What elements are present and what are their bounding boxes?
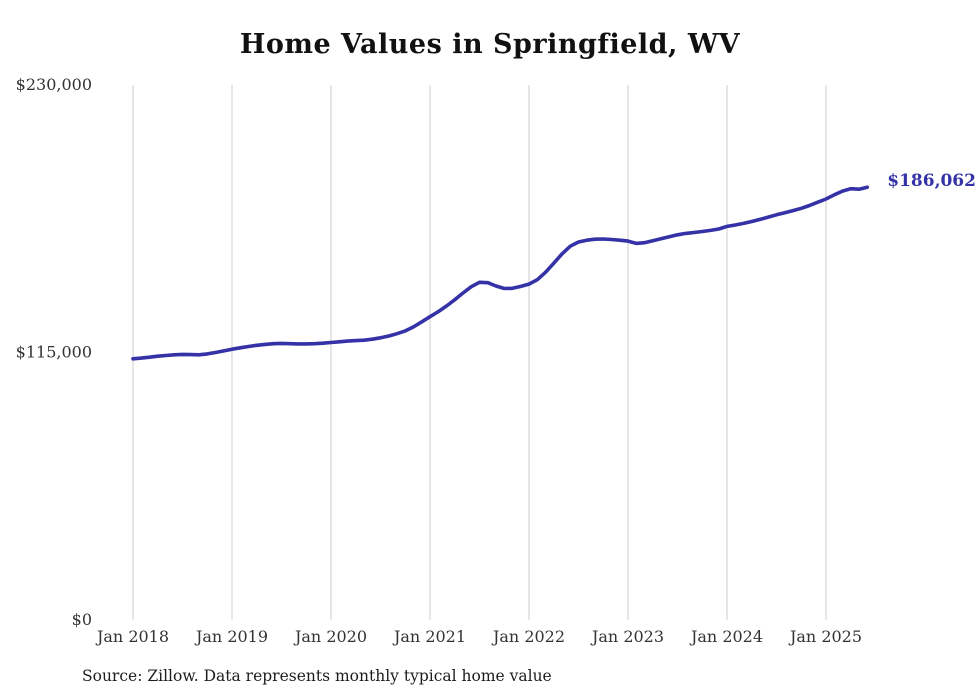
x-tick-label: Jan 2022 [491,627,565,646]
value-line [131,185,870,361]
x-tick-label: Jan 2019 [194,627,268,646]
end-value-label: $186,062 [887,171,976,191]
x-tick-label: Jan 2023 [590,627,664,646]
x-tick-label: Jan 2020 [293,627,367,646]
x-tick-label: Jan 2021 [392,627,466,646]
x-tick-label: Jan 2018 [95,627,169,646]
y-tick-label: $0 [72,610,92,629]
x-tick-label: Jan 2024 [689,627,763,646]
y-tick-label: $230,000 [16,75,92,94]
x-tick-label: Jan 2025 [788,627,862,646]
y-tick-label: $115,000 [16,343,92,362]
chart-title: Home Values in Springfield, WV [239,29,741,60]
source-note: Source: Zillow. Data represents monthly … [82,667,552,685]
